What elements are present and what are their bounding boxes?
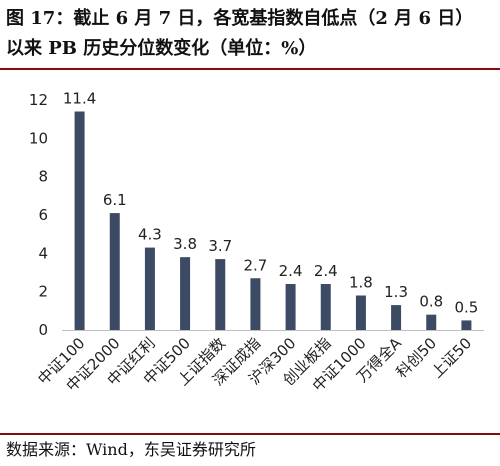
bar-value-label: 6.1 — [103, 191, 127, 209]
y-tick-label: 12 — [29, 91, 48, 109]
source-note: 数据来源：Wind，东吴证券研究所 — [6, 440, 256, 459]
bar-value-label: 2.4 — [279, 262, 303, 280]
bar — [180, 257, 191, 330]
bar — [461, 320, 472, 330]
source-divider — [0, 433, 500, 435]
y-tick-label: 4 — [38, 244, 48, 262]
figure-title-line1: 图 17：截止 6 月 7 日，各宽基指数自低点（2 月 6 日） — [6, 8, 474, 29]
bar — [285, 284, 296, 330]
figure-title: 图 17：截止 6 月 7 日，各宽基指数自低点（2 月 6 日） 以来 PB … — [6, 4, 496, 64]
bar-value-label: 3.8 — [173, 235, 197, 253]
y-tick-label: 6 — [38, 206, 48, 224]
y-tick-label: 8 — [38, 168, 48, 186]
bar — [144, 247, 155, 330]
figure-title-line2: 以来 PB 历史分位数变化（单位：%） — [6, 38, 317, 59]
y-tick-label: 10 — [29, 129, 48, 147]
y-tick-label: 2 — [38, 283, 48, 301]
bar-value-label: 2.7 — [243, 256, 267, 274]
bar-value-label: 11.4 — [63, 90, 96, 108]
bar-value-label: 0.8 — [419, 293, 443, 311]
bar — [426, 314, 437, 330]
bar-value-label: 3.7 — [208, 237, 232, 255]
bar-value-label: 1.8 — [349, 274, 373, 292]
bar-value-label: 2.4 — [314, 262, 338, 280]
bar — [215, 259, 226, 330]
bar — [355, 295, 366, 330]
bar — [109, 213, 120, 330]
bar-value-label: 0.5 — [454, 298, 478, 316]
x-category-label: 上证50 — [428, 334, 475, 381]
bar — [391, 305, 402, 330]
y-tick-label: 0 — [38, 321, 48, 339]
bar — [250, 278, 261, 330]
bar-value-label: 1.3 — [384, 283, 408, 301]
bar — [320, 284, 331, 330]
bar-value-label: 4.3 — [138, 226, 162, 244]
title-divider — [0, 68, 500, 70]
bar — [74, 111, 85, 330]
